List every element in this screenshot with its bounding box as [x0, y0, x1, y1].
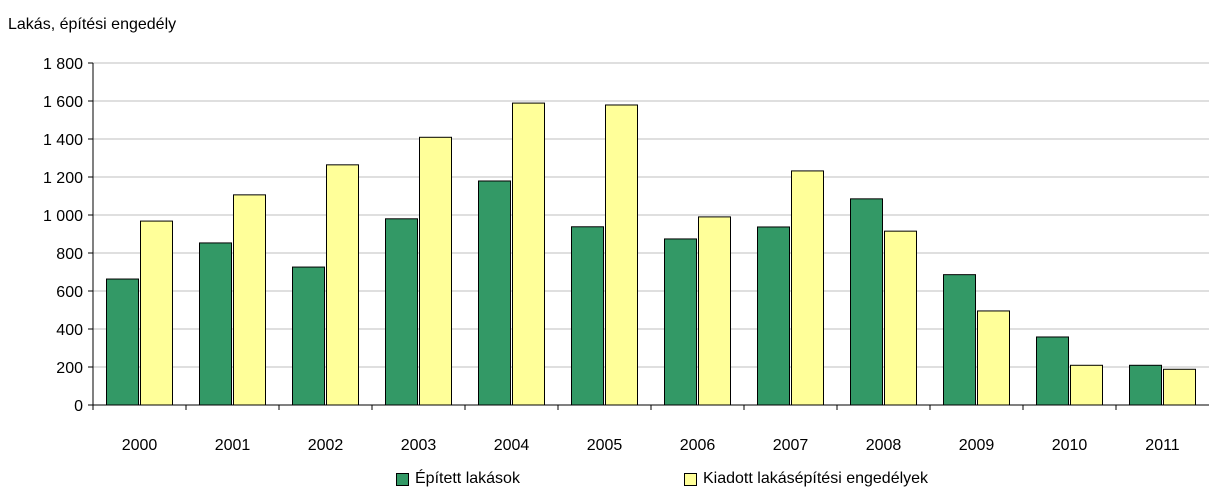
bar-kiadott-2007	[791, 170, 824, 406]
bar-epitett-2007	[757, 226, 790, 406]
x-tick-label: 2007	[773, 437, 809, 454]
bar-kiadott-2000	[140, 220, 173, 406]
bar-kiadott-2003	[419, 136, 452, 406]
x-tick-label: 2000	[122, 437, 158, 454]
bars	[106, 102, 1196, 406]
y-tick-label: 800	[56, 246, 83, 263]
x-tick-labels: 2000 2001 2002 2003 2004 2005 2006 2007 2008 2009…	[122, 437, 1180, 454]
bar-kiadott-2006	[698, 216, 731, 406]
y-tick-label: 200	[56, 360, 83, 377]
x-tick-label: 2011	[1145, 437, 1180, 454]
bar-epitett-2001	[199, 242, 232, 406]
x-tick-label: 2008	[866, 437, 902, 454]
bar-chart: 0 200 400 600 800 1 000 1 200 1 400 1 600 1 800 2…	[43, 56, 1209, 454]
x-tick-label: 2010	[1052, 437, 1088, 454]
bar-epitett-2004	[478, 180, 511, 406]
bar-epitett-2010	[1036, 336, 1069, 406]
bar-epitett-2006	[664, 238, 697, 406]
axes	[88, 62, 1209, 410]
bar-epitett-2000	[106, 278, 139, 406]
legend-label-epitett: Épített lakások	[415, 470, 520, 487]
y-axis-title: Lakás, építési engedély	[8, 16, 177, 33]
bar-epitett-2003	[385, 218, 418, 406]
bar-epitett-2008	[850, 198, 883, 406]
bar-kiadott-2008	[884, 230, 917, 406]
x-tick-label: 2006	[680, 437, 716, 454]
bar-kiadott-2002	[326, 164, 359, 406]
y-tick-label: 1 000	[43, 208, 83, 225]
legend-label-kiadott: Kiadott lakásépítési engedélyek	[703, 470, 929, 487]
x-tick-label: 2003	[401, 437, 437, 454]
x-tick-label: 2009	[959, 437, 995, 454]
legend-item-kiadott: Kiadott lakásépítési engedélyek	[684, 470, 928, 488]
x-tick-label: 2002	[308, 437, 344, 454]
bar-kiadott-2009	[977, 310, 1010, 406]
y-tick-label: 1 400	[43, 132, 83, 149]
bar-epitett-2011	[1129, 364, 1162, 406]
x-tick-label: 2005	[587, 437, 623, 454]
bar-epitett-2009	[943, 274, 976, 406]
y-tick-label: 1 800	[43, 56, 83, 73]
bar-kiadott-2004	[512, 102, 545, 406]
bar-epitett-2005	[571, 226, 604, 406]
y-tick-label: 400	[56, 322, 83, 339]
legend: Épített lakások Kiadott lakásépítési eng…	[0, 470, 1209, 490]
legend-swatch-kiadott	[684, 472, 697, 486]
legend-item-epitett: Épített lakások	[396, 470, 520, 488]
bar-kiadott-2001	[233, 194, 266, 406]
x-tick-label: 2001	[215, 437, 251, 454]
bar-kiadott-2011	[1163, 368, 1196, 406]
bar-kiadott-2010	[1070, 364, 1103, 406]
bar-epitett-2002	[292, 266, 325, 406]
legend-swatch-epitett	[396, 472, 409, 486]
y-tick-label: 1 200	[43, 170, 83, 187]
y-tick-label: 1 600	[43, 94, 83, 111]
y-tick-label: 0	[74, 398, 83, 415]
x-tick-label: 2004	[494, 437, 530, 454]
gridlines	[93, 62, 1209, 368]
y-tick-labels: 0 200 400 600 800 1 000 1 200 1 400 1 600 1 800	[43, 56, 83, 415]
bar-kiadott-2005	[605, 104, 638, 406]
y-tick-label: 600	[56, 284, 83, 301]
